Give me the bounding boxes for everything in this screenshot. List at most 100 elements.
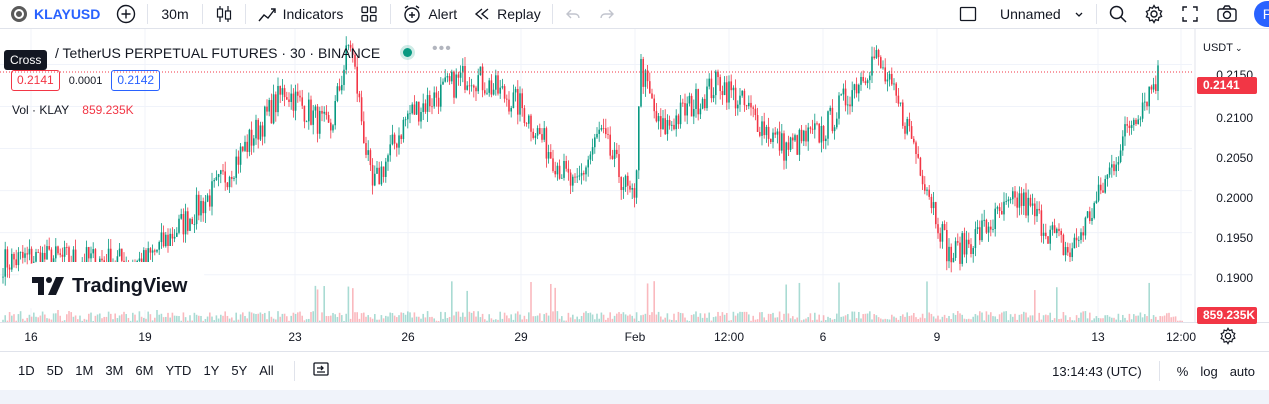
market-status-indicator[interactable]	[403, 48, 412, 57]
candle	[983, 209, 985, 227]
volume-bar	[35, 316, 37, 323]
alert-button[interactable]: Alert	[394, 0, 465, 28]
range-3m[interactable]: 3M	[105, 363, 124, 378]
log-scale-button[interactable]: log	[1200, 363, 1218, 379]
range-all[interactable]: All	[259, 363, 274, 378]
percent-scale-button[interactable]: %	[1176, 363, 1189, 379]
candle	[688, 92, 691, 107]
candle	[732, 85, 735, 101]
compare-add-button[interactable]	[108, 0, 144, 28]
indicators-icon	[258, 8, 276, 22]
candle	[391, 124, 394, 146]
volume-bar	[829, 317, 831, 323]
candle	[283, 84, 286, 107]
range-1d[interactable]: 1D	[18, 363, 35, 378]
range-1m[interactable]: 1M	[75, 363, 94, 378]
volume-bar	[360, 313, 363, 323]
candle	[24, 247, 26, 263]
volume-bar	[915, 317, 917, 323]
tradingview-watermark[interactable]: TradingView	[16, 262, 207, 310]
chart-type-button[interactable]	[206, 0, 242, 28]
candle	[101, 249, 103, 263]
volume-bar	[578, 319, 581, 323]
redo-button[interactable]	[590, 0, 624, 28]
candle	[2, 267, 4, 284]
candle	[1086, 210, 1089, 219]
volume-bar	[1170, 317, 1172, 323]
volume-bar	[52, 313, 55, 323]
interval-button[interactable]: 30m	[161, 6, 189, 22]
candle	[954, 237, 957, 261]
volume-bar	[169, 317, 171, 323]
candle	[653, 94, 655, 119]
auto-scale-button[interactable]: auto	[1229, 363, 1255, 379]
candle	[1051, 221, 1054, 236]
candle	[352, 43, 354, 63]
chart-pane[interactable]: ••• / TetherUS PERPETUAL FUTURES · 30 · …	[0, 28, 1269, 350]
volume-bar	[338, 312, 341, 323]
volume-bar	[961, 314, 963, 323]
candle	[1014, 185, 1016, 207]
candle	[490, 74, 493, 98]
currency-menu[interactable]: USDT ⌄	[1203, 42, 1243, 54]
volume-bar	[140, 316, 143, 323]
volume-bar	[862, 314, 864, 323]
volume-bar	[919, 317, 922, 323]
candle	[433, 86, 435, 109]
volume-bar	[1130, 319, 1133, 323]
volume-bar	[261, 313, 264, 323]
sell-price-box[interactable]: 0.2141	[11, 70, 60, 91]
volume-bar	[954, 314, 957, 323]
range-ytd[interactable]: YTD	[165, 363, 192, 378]
volume-bar	[244, 315, 246, 323]
candle	[312, 105, 314, 135]
volume-bar	[1133, 314, 1135, 323]
candle	[778, 121, 781, 156]
volume-bar	[816, 319, 818, 323]
volume-bar	[77, 319, 79, 323]
undo-icon	[565, 9, 580, 19]
buy-price-box[interactable]: 0.2142	[111, 70, 161, 91]
templates-button[interactable]	[351, 0, 387, 28]
volume-bar	[897, 319, 900, 323]
goto-date-button[interactable]	[312, 360, 330, 381]
candle	[748, 95, 750, 110]
indicators-button[interactable]: Indicators	[249, 0, 352, 28]
candle	[173, 229, 176, 243]
symbol-search[interactable]: KLAYUSD	[0, 0, 108, 28]
candle	[303, 105, 306, 129]
volume-bar	[655, 314, 658, 323]
time-axis[interactable]: 16 19 23 26 29 Feb 12:00 6 9 13 12:00	[0, 322, 1269, 350]
more-dots-icon[interactable]: •••	[432, 40, 452, 57]
chart-settings-button[interactable]	[1219, 327, 1237, 350]
candle	[1018, 186, 1021, 216]
range-1y[interactable]: 1Y	[203, 363, 220, 378]
settings-button[interactable]	[1136, 0, 1172, 28]
candle	[666, 114, 669, 141]
search-button[interactable]	[1100, 0, 1136, 28]
fullscreen-button[interactable]	[1172, 0, 1208, 28]
replay-button[interactable]: Replay	[465, 0, 549, 28]
candle	[719, 74, 721, 100]
publish-button[interactable]: Pu	[1253, 1, 1269, 27]
layout-menu-button[interactable]: Unnamed	[950, 0, 1093, 28]
volume-bar	[638, 320, 640, 323]
candle	[981, 213, 983, 242]
candle	[998, 203, 1001, 218]
candle	[737, 100, 739, 116]
symbol-legend-title[interactable]: / TetherUS PERPETUAL FUTURES · 30 · BINA…	[55, 45, 381, 61]
range-5y[interactable]: 5Y	[231, 363, 248, 378]
volume-legend[interactable]: Vol · KLAY 859.235K	[12, 103, 134, 117]
volume-bar	[561, 316, 563, 323]
undo-button[interactable]	[556, 0, 590, 28]
candle	[605, 118, 607, 139]
volume-bar	[1009, 314, 1012, 323]
range-5d[interactable]: 5D	[46, 363, 64, 378]
range-6m[interactable]: 6M	[135, 363, 154, 378]
price-axis[interactable]: USDT ⌄	[1195, 29, 1269, 323]
utc-clock[interactable]: 13:14:43 (UTC)	[1052, 363, 1142, 379]
candle	[422, 93, 424, 121]
price-chart-canvas[interactable]	[0, 29, 1269, 323]
snapshot-button[interactable]	[1208, 0, 1246, 28]
volume-bar	[420, 318, 422, 323]
